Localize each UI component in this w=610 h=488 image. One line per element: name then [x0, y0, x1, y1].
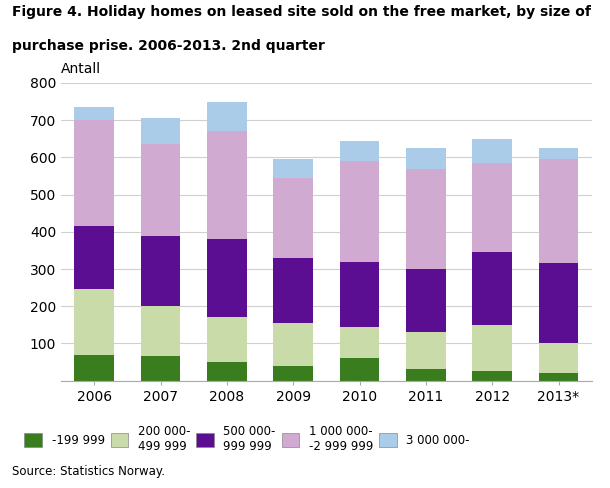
Bar [140, 306, 181, 356]
Bar [207, 102, 246, 131]
Bar [273, 366, 313, 381]
Bar [406, 369, 446, 381]
Bar [273, 258, 313, 323]
Bar [74, 226, 114, 289]
Text: Antall: Antall [61, 61, 101, 76]
Bar [472, 163, 512, 252]
Legend: -199 999, 200 000-
499 999, 500 000-
999 999, 1 000 000-
-2 999 999, 3 000 000-: -199 999, 200 000- 499 999, 500 000- 999… [24, 425, 470, 453]
Bar [406, 269, 446, 332]
Bar [273, 178, 313, 258]
Text: Source: Statistics Norway.: Source: Statistics Norway. [12, 465, 165, 478]
Bar [472, 252, 512, 325]
Bar [140, 144, 181, 236]
Bar [340, 141, 379, 161]
Bar [207, 317, 246, 362]
Bar [207, 131, 246, 239]
Bar [140, 236, 181, 306]
Bar [340, 358, 379, 381]
Bar [340, 326, 379, 358]
Bar [539, 148, 578, 159]
Bar [74, 120, 114, 226]
Bar [273, 159, 313, 178]
Bar [140, 118, 181, 144]
Bar [472, 371, 512, 381]
Bar [406, 168, 446, 269]
Bar [74, 107, 114, 120]
Bar [472, 325, 512, 371]
Bar [406, 148, 446, 168]
Bar [539, 373, 578, 381]
Bar [539, 159, 578, 264]
Bar [207, 239, 246, 317]
Bar [340, 262, 379, 326]
Bar [273, 323, 313, 366]
Text: purchase prise. 2006-2013. 2nd quarter: purchase prise. 2006-2013. 2nd quarter [12, 39, 325, 53]
Bar [207, 362, 246, 381]
Text: Figure 4. Holiday homes on leased site sold on the free market, by size of: Figure 4. Holiday homes on leased site s… [12, 5, 591, 19]
Bar [74, 355, 114, 381]
Bar [406, 332, 446, 369]
Bar [340, 161, 379, 262]
Bar [140, 356, 181, 381]
Bar [539, 344, 578, 373]
Bar [539, 264, 578, 344]
Bar [74, 289, 114, 355]
Bar [472, 139, 512, 163]
